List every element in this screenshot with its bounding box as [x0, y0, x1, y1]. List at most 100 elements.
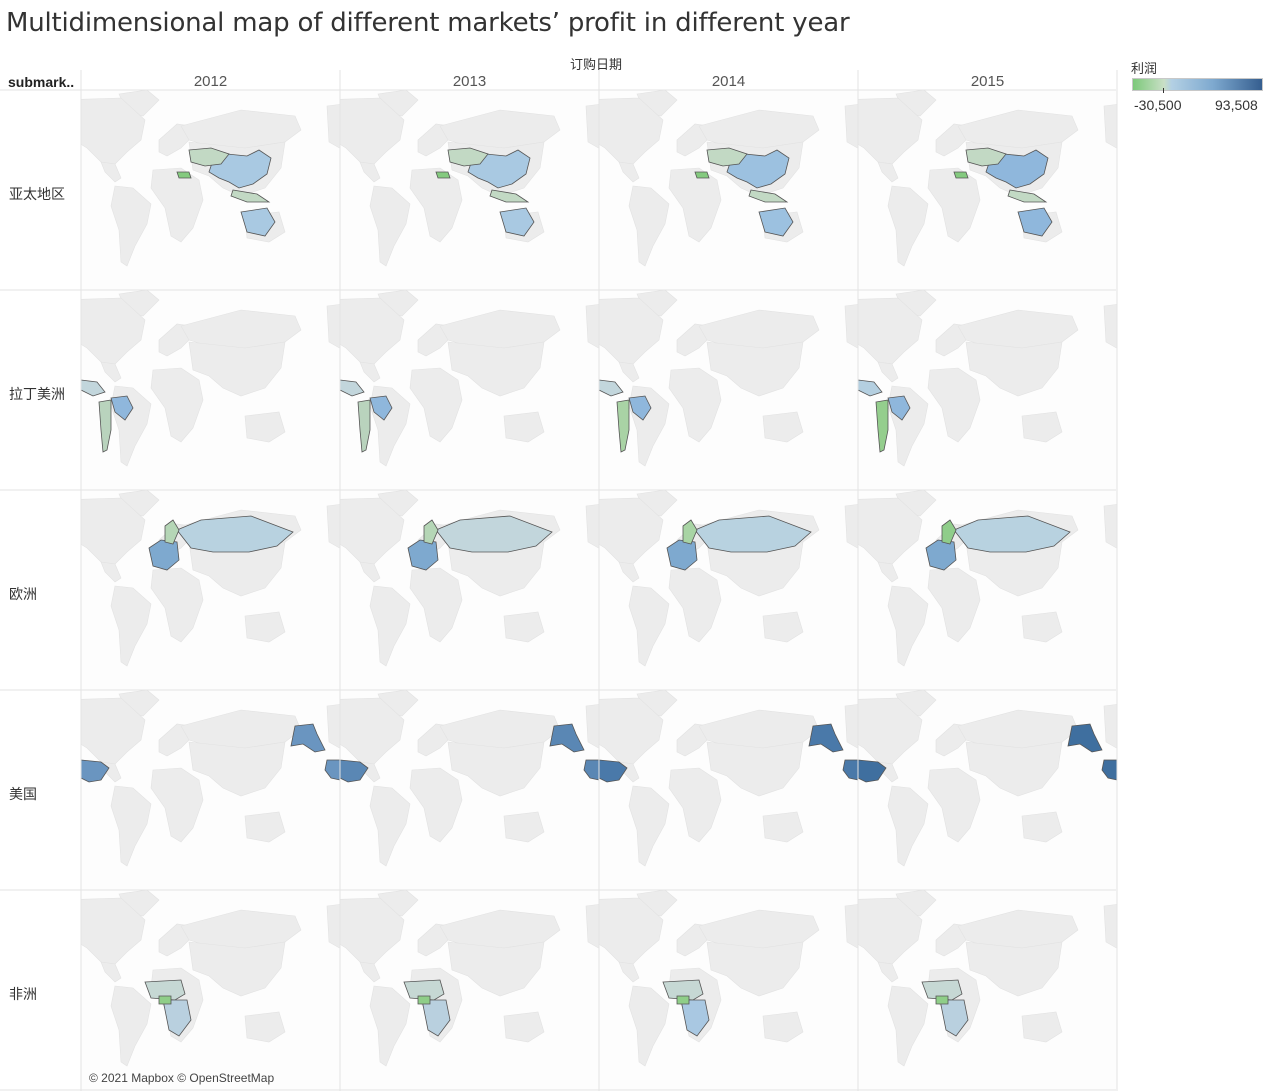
region-islands[interactable] [1007, 189, 1048, 203]
region-usa-east-edge[interactable] [324, 759, 340, 781]
region-africa-west[interactable] [158, 995, 172, 1005]
region-west-europe[interactable] [407, 539, 439, 571]
row-label-usa[interactable]: 美国 [9, 786, 37, 802]
region-africa-north[interactable] [921, 979, 963, 1001]
region-alaska[interactable] [549, 723, 585, 753]
year-header-2014[interactable]: 2014 [711, 73, 746, 90]
region-scandinavia[interactable] [423, 519, 439, 545]
row-label-africa[interactable]: 非洲 [9, 986, 37, 1002]
map-cell[interactable] [838, 290, 1120, 490]
region-islands[interactable] [230, 189, 271, 203]
basemap-africa [150, 367, 204, 443]
region-russia[interactable] [176, 515, 294, 553]
map-cell[interactable] [61, 890, 343, 1090]
map-cell[interactable] [579, 490, 861, 690]
region-oceania[interactable] [240, 207, 276, 237]
region-usa-wrap[interactable] [599, 759, 628, 783]
region-andes[interactable] [616, 399, 630, 453]
region-west-asia[interactable] [953, 171, 969, 179]
region-alaska[interactable] [1067, 723, 1103, 753]
region-oceania[interactable] [758, 207, 794, 237]
region-africa-west[interactable] [676, 995, 690, 1005]
year-header-2015[interactable]: 2015 [970, 73, 1005, 90]
region-andes[interactable] [98, 399, 112, 453]
region-brazil[interactable] [369, 395, 393, 421]
region-russia[interactable] [953, 515, 1071, 553]
region-scandinavia[interactable] [941, 519, 957, 545]
region-africa-south[interactable] [680, 999, 710, 1037]
region-brazil[interactable] [628, 395, 652, 421]
region-andes[interactable] [875, 399, 889, 453]
region-scandinavia[interactable] [164, 519, 180, 545]
region-caribbean[interactable] [858, 379, 883, 397]
map-cell[interactable] [838, 890, 1120, 1090]
region-usa-wrap[interactable] [340, 759, 369, 783]
region-brazil[interactable] [887, 395, 911, 421]
region-central-asia[interactable] [188, 147, 230, 167]
region-islands[interactable] [489, 189, 530, 203]
region-central-asia[interactable] [965, 147, 1007, 167]
map-cell[interactable] [579, 890, 861, 1090]
region-africa-west[interactable] [417, 995, 431, 1005]
region-oceania[interactable] [499, 207, 535, 237]
region-islands[interactable] [748, 189, 789, 203]
row-field-header[interactable]: submark.. [8, 74, 75, 90]
map-cell[interactable] [320, 490, 602, 690]
region-west-europe[interactable] [925, 539, 957, 571]
region-west-europe[interactable] [148, 539, 180, 571]
map-cell[interactable] [61, 690, 343, 890]
map-attribution[interactable]: © 2021 Mapbox © OpenStreetMap [89, 1071, 275, 1085]
region-alaska[interactable] [290, 723, 326, 753]
region-central-asia[interactable] [706, 147, 748, 167]
region-west-asia[interactable] [176, 171, 192, 179]
region-caribbean[interactable] [81, 379, 106, 397]
region-africa-west[interactable] [935, 995, 949, 1005]
region-andes[interactable] [357, 399, 371, 453]
region-usa-east-edge[interactable] [1101, 759, 1117, 781]
region-africa-north[interactable] [403, 979, 445, 1001]
region-russia[interactable] [435, 515, 553, 553]
region-usa-east-edge[interactable] [583, 759, 599, 781]
map-cell[interactable] [320, 690, 602, 890]
map-cell[interactable] [61, 90, 343, 290]
region-africa-south[interactable] [162, 999, 192, 1037]
map-cell[interactable] [838, 690, 1120, 890]
row-label-europe[interactable]: 欧洲 [9, 586, 37, 602]
region-alaska[interactable] [808, 723, 844, 753]
region-brazil[interactable] [110, 395, 134, 421]
region-west-asia[interactable] [694, 171, 710, 179]
region-russia[interactable] [694, 515, 812, 553]
map-cell[interactable] [320, 290, 602, 490]
region-africa-south[interactable] [421, 999, 451, 1037]
year-header-2013[interactable]: 2013 [452, 73, 487, 90]
map-cell[interactable] [320, 90, 602, 290]
region-usa-wrap[interactable] [81, 759, 110, 783]
legend-color-ramp[interactable] [1132, 78, 1263, 91]
map-cell[interactable] [838, 90, 1120, 290]
year-header-2012[interactable]: 2012 [193, 73, 228, 90]
map-cell[interactable] [320, 890, 602, 1090]
row-label-latin-america[interactable]: 拉丁美洲 [9, 386, 65, 402]
region-africa-south[interactable] [939, 999, 969, 1037]
region-scandinavia[interactable] [682, 519, 698, 545]
region-west-asia[interactable] [435, 171, 451, 179]
region-central-asia[interactable] [447, 147, 489, 167]
map-cell[interactable] [838, 490, 1120, 690]
region-usa-east-edge[interactable] [842, 759, 858, 781]
map-cell[interactable] [579, 290, 861, 490]
map-cell[interactable] [61, 290, 343, 490]
map-cell[interactable] [579, 690, 861, 890]
basemap-southAmerica [110, 785, 152, 867]
basemap-asia [706, 741, 804, 797]
map-cell[interactable] [579, 90, 861, 290]
region-west-europe[interactable] [666, 539, 698, 571]
region-caribbean[interactable] [340, 379, 365, 397]
region-oceania[interactable] [1017, 207, 1053, 237]
row-label-asia-pacific[interactable]: 亚太地区 [9, 186, 65, 202]
region-africa-north[interactable] [662, 979, 704, 1001]
region-usa-wrap[interactable] [858, 759, 887, 783]
map-cell[interactable] [61, 490, 343, 690]
legend-min-label: -30,500 [1134, 97, 1182, 113]
region-africa-north[interactable] [144, 979, 186, 1001]
region-caribbean[interactable] [599, 379, 624, 397]
